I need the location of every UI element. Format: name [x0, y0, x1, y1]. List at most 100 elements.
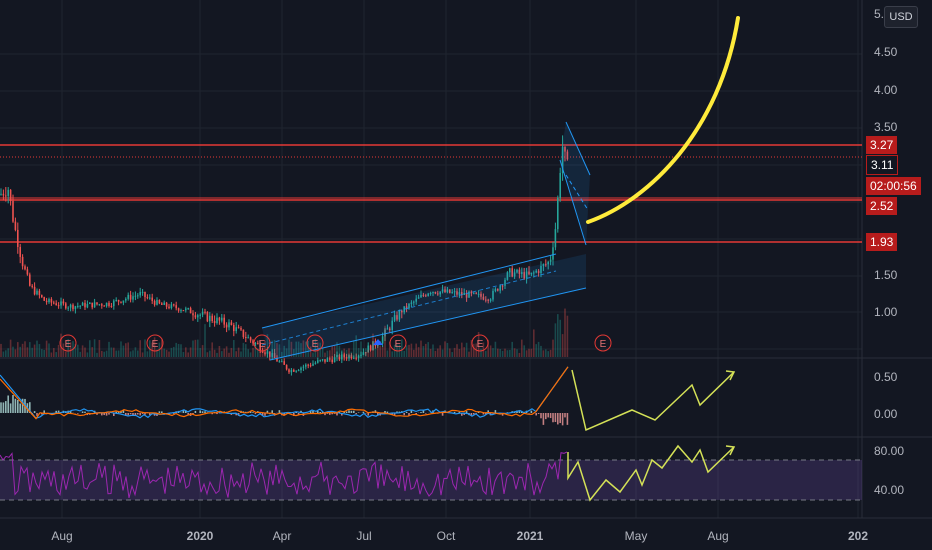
candle-body — [50, 299, 53, 303]
candle-body — [389, 328, 391, 331]
volume-bar — [55, 352, 57, 357]
volume-bar — [405, 345, 408, 357]
volume-bar — [77, 344, 79, 357]
volume-bar — [384, 325, 386, 357]
currency-badge[interactable]: USD — [884, 6, 918, 28]
candle-body — [405, 306, 408, 309]
macd-histogram-bar — [113, 413, 115, 416]
volume-bar — [300, 343, 302, 357]
candle-body — [38, 290, 41, 296]
macd-histogram-bar — [199, 410, 201, 413]
volume-bar — [377, 344, 379, 357]
earnings-marker — [253, 334, 271, 352]
macd-histogram-bar — [557, 413, 559, 425]
candle-body — [425, 295, 427, 297]
volume-bar — [252, 347, 254, 357]
candle-body — [338, 354, 341, 360]
macd-histogram-bar — [377, 413, 379, 416]
candle-body — [261, 350, 264, 353]
candle-body — [437, 293, 439, 295]
candle-body — [117, 299, 120, 302]
volume-bar — [53, 348, 55, 357]
price-axis-tick: 5. — [874, 7, 884, 21]
candle-body — [468, 291, 470, 298]
volume-bar — [353, 340, 355, 357]
candle-body — [14, 221, 17, 230]
level-tag-1-93: 1.93 — [866, 233, 898, 251]
volume-bar — [36, 340, 38, 357]
candle-body — [139, 292, 141, 296]
macd-histogram-bar — [161, 411, 163, 413]
macd-histogram-bar — [185, 410, 187, 413]
candle-body — [161, 303, 163, 305]
macd-histogram-bar — [453, 411, 456, 413]
candle-body — [561, 146, 564, 173]
price-axis-tick: 3.50 — [874, 120, 898, 134]
macd-histogram-bar — [391, 413, 393, 415]
volume-bar — [2, 351, 5, 357]
candle-body — [554, 229, 557, 248]
volume-bar — [41, 349, 43, 357]
macd-histogram-bar — [441, 413, 444, 416]
volume-bar — [333, 344, 336, 357]
candle-body — [113, 300, 115, 307]
volume-bar — [480, 348, 482, 357]
macd-histogram-bar — [341, 413, 343, 416]
volume-bar — [153, 337, 156, 357]
macd-histogram-bar — [465, 411, 468, 413]
macd-histogram-bar — [108, 413, 110, 415]
candle-body — [65, 303, 67, 309]
candle-body — [43, 297, 45, 301]
macd-histogram-bar — [530, 410, 533, 413]
candle-body — [12, 200, 14, 222]
volume-bar — [485, 350, 487, 357]
macd-histogram-bar — [29, 402, 31, 413]
candle-body — [213, 321, 216, 323]
candle-body — [134, 295, 137, 297]
macd-histogram-bar — [103, 413, 105, 416]
candle-body — [535, 270, 537, 273]
volume-bar — [401, 339, 403, 357]
volume-bar — [465, 342, 468, 357]
volume-bar — [156, 349, 158, 357]
volume-bar — [266, 334, 269, 357]
candle-body — [343, 354, 345, 358]
earnings-marker — [146, 334, 164, 352]
volume-bar — [264, 340, 266, 357]
candle-body — [48, 299, 50, 303]
candle-body — [17, 229, 19, 248]
macd-histogram-bar — [149, 413, 151, 416]
macd-axis-tick: 0.00 — [874, 407, 898, 421]
volume-bar — [235, 351, 237, 357]
candle-body — [281, 361, 283, 363]
macd-histogram-bar — [43, 410, 45, 413]
candle-body — [170, 304, 173, 309]
candle-body — [105, 302, 108, 307]
volume-bar — [521, 339, 523, 357]
candle-body — [149, 297, 151, 299]
candle-body — [545, 264, 547, 266]
rsi-axis-tick: 80.00 — [874, 444, 904, 458]
volume-bar — [343, 348, 345, 357]
macd-histogram-bar — [482, 413, 485, 415]
candle-body — [69, 304, 72, 308]
volume-bar — [273, 339, 276, 357]
macd-histogram-bar — [542, 413, 545, 425]
price-axis-tick: 4.50 — [874, 45, 898, 59]
candle-body — [235, 327, 237, 332]
macd-histogram-bar — [187, 413, 189, 415]
macd-histogram-bar — [540, 413, 542, 419]
volume-bar — [38, 344, 41, 357]
volume-bar — [146, 351, 149, 357]
macd-histogram-bar — [403, 413, 405, 416]
candle-body — [415, 298, 417, 302]
macd-histogram-bar — [367, 413, 369, 416]
volume-bar — [566, 315, 569, 357]
volume-bar — [290, 341, 293, 357]
volume-bar — [221, 351, 223, 357]
candle-body — [81, 302, 84, 306]
candle-body — [216, 317, 218, 323]
candle-body — [355, 357, 357, 359]
volume-bar — [511, 341, 513, 357]
